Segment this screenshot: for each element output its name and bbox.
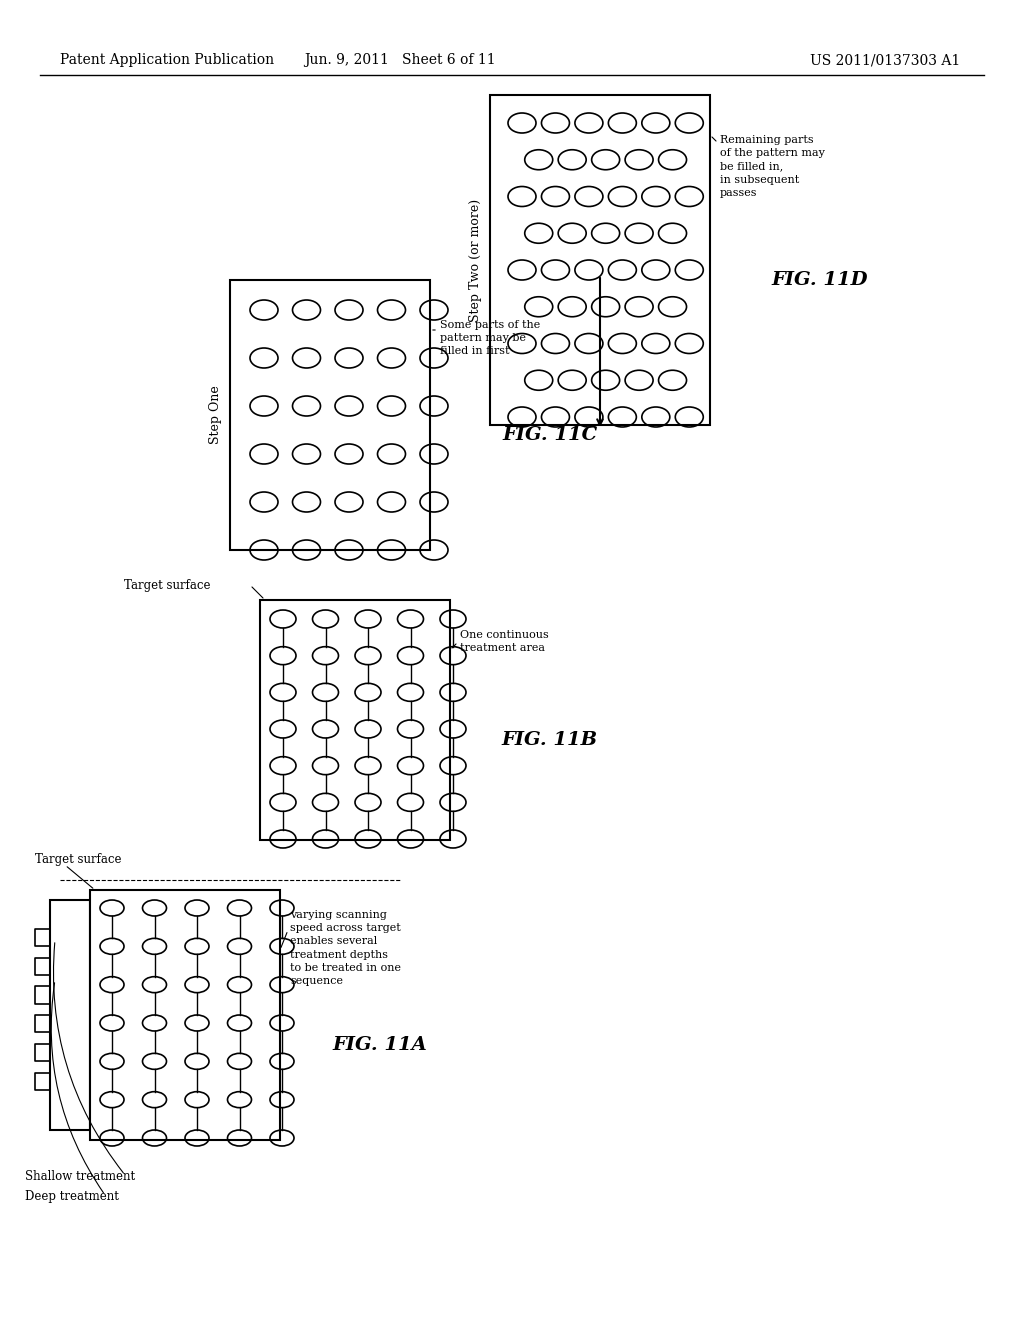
Text: Some parts of the
pattern may be
filled in first: Some parts of the pattern may be filled … xyxy=(440,319,541,356)
Text: Deep treatment: Deep treatment xyxy=(25,1191,119,1203)
Text: Step Two (or more): Step Two (or more) xyxy=(469,198,482,322)
Text: Target surface: Target surface xyxy=(35,854,122,866)
Text: FIG. 11B: FIG. 11B xyxy=(502,731,598,748)
Text: FIG. 11D: FIG. 11D xyxy=(772,271,868,289)
Text: FIG. 11C: FIG. 11C xyxy=(503,426,598,444)
Bar xyxy=(90,890,280,1140)
Bar xyxy=(230,280,430,550)
Text: Step One: Step One xyxy=(209,385,222,445)
Text: varying scanning
speed across target
enables several
treatment depths
to be trea: varying scanning speed across target ena… xyxy=(290,909,401,986)
Text: Jun. 9, 2011   Sheet 6 of 11: Jun. 9, 2011 Sheet 6 of 11 xyxy=(304,53,496,67)
Bar xyxy=(50,900,90,1130)
Text: FIG. 11A: FIG. 11A xyxy=(333,1036,427,1053)
Bar xyxy=(260,601,450,840)
Text: Patent Application Publication: Patent Application Publication xyxy=(60,53,274,67)
Text: Shallow treatment: Shallow treatment xyxy=(25,1170,135,1183)
Text: One continuous
treatment area: One continuous treatment area xyxy=(460,630,549,653)
Text: Remaining parts
of the pattern may
be filled in,
in subsequent
passes: Remaining parts of the pattern may be fi… xyxy=(720,135,825,198)
Text: Target surface: Target surface xyxy=(124,578,210,591)
Text: US 2011/0137303 A1: US 2011/0137303 A1 xyxy=(810,53,961,67)
Bar xyxy=(490,95,710,425)
